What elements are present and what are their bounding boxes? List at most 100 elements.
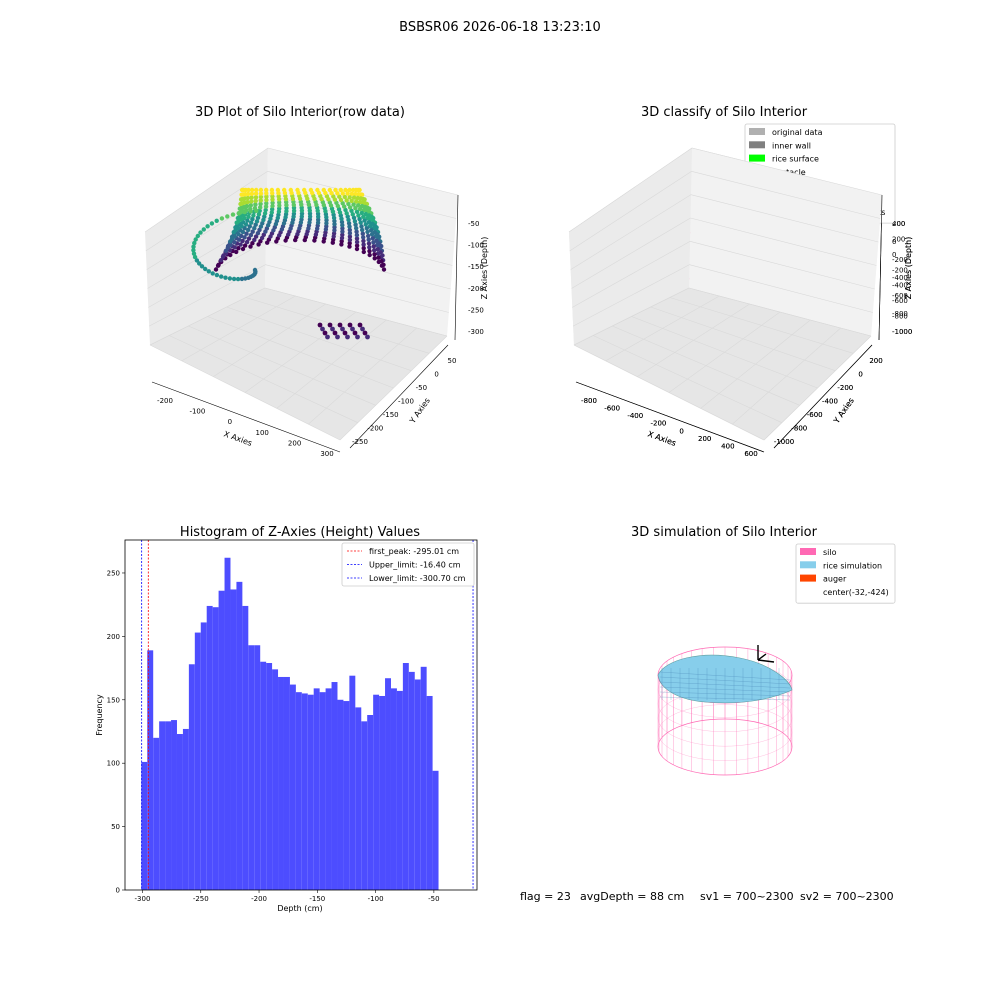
classify-legend-swatch	[749, 154, 765, 162]
histogram-xtick-label: -50	[428, 895, 439, 903]
histogram-bar	[361, 721, 368, 890]
point-cloud-dot	[372, 252, 377, 257]
rice-mesh-line	[659, 671, 791, 681]
point-cloud-dot	[255, 231, 261, 236]
z-axis-line	[454, 194, 459, 341]
histogram-bar	[385, 678, 391, 890]
point-cloud-dot	[229, 234, 235, 239]
point-cloud-dot	[284, 209, 289, 214]
grid-line	[145, 171, 268, 252]
point-cloud-dot	[218, 258, 224, 263]
grid-line	[691, 171, 881, 219]
histogram-legend-frame	[341, 542, 475, 587]
p0-ytick-label: -250	[352, 438, 368, 446]
point-cloud-dot	[317, 322, 323, 328]
p3-ztick-label: -600	[892, 297, 908, 305]
simulation-legend-swatch	[800, 574, 816, 582]
classify-legend-label: rice surface	[772, 155, 819, 164]
point-cloud-dot	[353, 191, 358, 197]
point-cloud-dot	[248, 232, 254, 238]
point-cloud-dot	[227, 276, 233, 281]
panel-raw-data-3d: 3D Plot of Silo Interior(row data) -200 -…	[144, 105, 489, 458]
point-cloud-dot	[255, 215, 261, 220]
p1-ztick-label: -800	[892, 310, 908, 318]
p0-ztick-label: -250	[468, 306, 484, 314]
point-cloud-dot	[264, 187, 269, 193]
panel4-title: 3D simulation of Silo Interior	[631, 525, 818, 540]
point-cloud-dot	[264, 201, 269, 206]
point-cloud-dot	[357, 216, 362, 222]
point-cloud-dot	[277, 203, 282, 208]
histogram-ytick-label: 250	[107, 569, 120, 577]
point-cloud-dot	[346, 217, 351, 223]
point-cloud-dot	[320, 326, 325, 332]
p1-ztick-label: 200	[892, 220, 905, 228]
point-cloud-dot	[347, 205, 353, 210]
point-cloud-dot	[340, 232, 345, 237]
point-cloud-dot	[375, 247, 380, 252]
histogram-bar	[432, 770, 439, 890]
p0-ytick-label: -150	[383, 411, 399, 419]
point-cloud-dot	[225, 243, 231, 249]
point-cloud-dot	[192, 254, 198, 260]
histogram-ytick-label: 200	[107, 633, 120, 641]
point-cloud-dot	[264, 191, 269, 196]
point-cloud-dot	[257, 208, 262, 213]
grid-line	[690, 194, 879, 243]
point-cloud-dot	[324, 221, 329, 226]
histogram-bar	[218, 590, 225, 890]
point-cloud-dot	[351, 215, 357, 220]
histogram-bar	[355, 707, 362, 890]
histogram-bar	[289, 684, 296, 890]
simulation-legend-label: rice simulation	[823, 561, 882, 570]
rice-mesh-line	[659, 686, 791, 693]
p0-zlabel: Z Axies (Depth)	[480, 237, 489, 300]
point-cloud-dot	[235, 276, 241, 282]
histogram-bar	[165, 721, 172, 890]
point-cloud-dot	[329, 191, 334, 196]
point-cloud-dot	[354, 199, 359, 204]
p3-ztick-label: -800	[892, 313, 908, 321]
point-cloud-dot	[240, 246, 246, 252]
point-cloud-dot	[360, 227, 365, 233]
point-cloud-dot	[357, 206, 363, 212]
point-cloud-dot	[369, 228, 374, 233]
p0-ytick-label: 50	[448, 357, 457, 365]
grid-line	[264, 287, 448, 337]
histogram-bar	[141, 761, 148, 890]
point-cloud-dot	[236, 246, 241, 251]
histogram-bar	[319, 692, 326, 890]
point-cloud-dot	[350, 326, 355, 332]
histogram-bar	[307, 694, 314, 890]
histogram-bar	[206, 605, 213, 890]
p0-ztick-label: -200	[468, 285, 484, 293]
point-cloud-dot	[355, 195, 360, 201]
point-cloud-dot	[361, 246, 366, 251]
grid-line	[763, 335, 872, 441]
p1-ytick-label: -1000	[774, 438, 794, 446]
x-axis-line	[151, 381, 341, 453]
p0-ytick-label: 0	[434, 371, 438, 379]
point-cloud-dot	[250, 229, 255, 234]
point-cloud-dot	[364, 226, 369, 231]
point-cloud-dot	[254, 219, 260, 224]
point-cloud-dot	[263, 204, 269, 209]
point-cloud-dot	[361, 238, 366, 244]
point-cloud-dot	[361, 214, 366, 219]
point-cloud-dot	[356, 213, 361, 218]
grid-line	[149, 287, 266, 346]
point-cloud-dot	[332, 228, 337, 233]
grid-line	[669, 297, 854, 354]
point-cloud-dot	[234, 249, 239, 255]
point-cloud-dot	[253, 191, 259, 196]
auger-arrow-head	[757, 653, 767, 661]
point-cloud-dot	[371, 244, 376, 249]
point-cloud-dot	[332, 221, 337, 227]
point-cloud-dot	[345, 191, 350, 196]
grid-line	[689, 241, 875, 290]
point-cloud-dot	[221, 253, 226, 258]
point-cloud-dot	[249, 220, 254, 225]
panel1-title: 3D Plot of Silo Interior(row data)	[195, 105, 405, 120]
point-cloud-dot	[347, 322, 353, 328]
